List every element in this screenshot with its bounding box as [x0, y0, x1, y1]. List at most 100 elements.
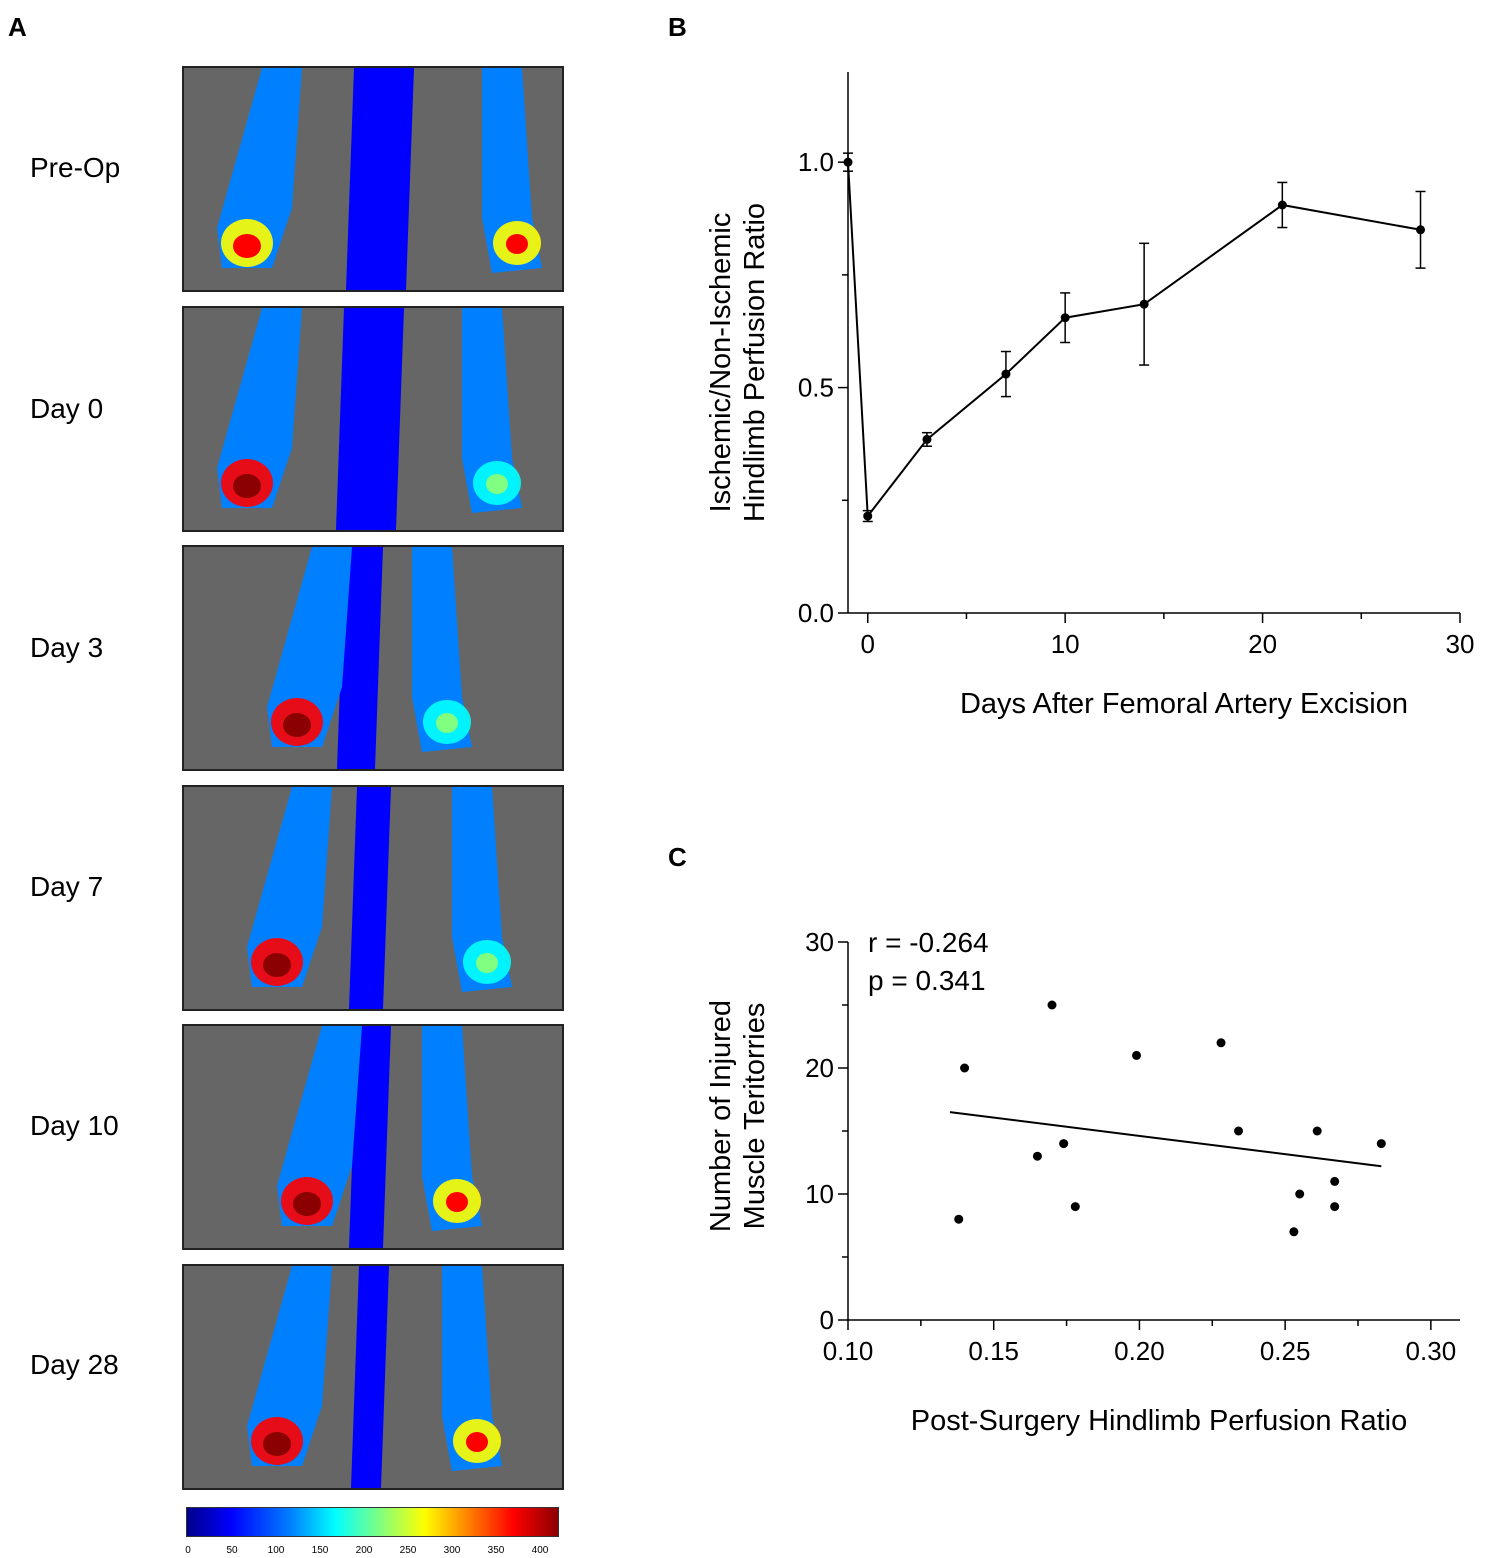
panel-letter-c: C — [668, 842, 687, 873]
y-tick-label: 0.0 — [798, 598, 834, 628]
right-paw-core — [476, 953, 498, 973]
y-tick-label: 20 — [805, 1053, 834, 1083]
data-point — [1001, 370, 1010, 379]
row-label-day3: Day 3 — [30, 632, 103, 664]
injury-correlation-scatter-chart: 0 10 20 30 0.10 0.15 0.20 0.25 0.30 Post-Surgery … — [680, 900, 1490, 1460]
scatter-point — [954, 1215, 963, 1224]
y-axis-label: Number of InjuredMuscle Teritorries — [705, 1000, 771, 1232]
left-paw-core — [233, 234, 261, 258]
x-axis-label: Post-Surgery Hindlimb Perfusion Ratio — [911, 1405, 1407, 1437]
perfusion-image-canvas — [184, 308, 562, 530]
colorbar-tick-label: 0 — [185, 1545, 191, 1556]
series-line — [848, 162, 1421, 516]
scatter-point — [1234, 1127, 1243, 1136]
y-tick-label: 30 — [805, 927, 834, 957]
perfusion-image-canvas — [184, 1266, 562, 1488]
x-tick-label: 0.15 — [968, 1336, 1019, 1366]
data-point — [1416, 225, 1425, 234]
perfusion-image-preop — [182, 66, 564, 292]
y-tick-label: 0.5 — [798, 373, 834, 403]
perfusion-image-day7 — [182, 785, 564, 1011]
right-paw-core — [446, 1192, 468, 1212]
scatter-point — [1295, 1190, 1304, 1199]
data-point — [1061, 313, 1070, 322]
data-point — [1278, 200, 1287, 209]
right-paw-core — [486, 474, 508, 494]
scatter-point — [1217, 1038, 1226, 1047]
x-tick-label: 0 — [861, 629, 875, 659]
data-point — [922, 435, 931, 444]
x-tick-label: 10 — [1051, 629, 1080, 659]
panel-letter-b: B — [668, 12, 687, 43]
colorbar-tick-label: 350 — [488, 1545, 505, 1556]
colorbar-tick-label: 100 — [268, 1545, 285, 1556]
colorbar-tick-label: 300 — [444, 1545, 461, 1556]
colorbar-tick-label: 50 — [226, 1545, 237, 1556]
scatter-point — [1313, 1127, 1322, 1136]
regression-line — [950, 1112, 1381, 1166]
row-label-day7: Day 7 — [30, 871, 103, 903]
perfusion-image-day0 — [182, 306, 564, 532]
left-paw-core — [283, 713, 311, 737]
left-paw-core — [233, 474, 261, 498]
colorbar-tick-label: 400 — [532, 1545, 549, 1556]
correlation-r-annotation: r = -0.264 — [868, 927, 989, 958]
colorbar-tick-label: 250 — [400, 1545, 417, 1556]
panel-letter-a: A — [8, 12, 27, 43]
data-point — [1140, 300, 1149, 309]
left-paw-core — [263, 1432, 291, 1456]
scatter-point — [1048, 1001, 1057, 1010]
scatter-point — [1377, 1139, 1386, 1148]
right-paw-core — [436, 713, 458, 733]
colorbar-tick-label: 150 — [312, 1545, 329, 1556]
x-tick-label: 0.10 — [823, 1336, 874, 1366]
tail-perfusion-shape — [349, 787, 391, 1009]
perfusion-image-day28 — [182, 1264, 564, 1490]
y-axis-label-line: Ischemic/Non-Ischemic — [705, 213, 737, 513]
x-tick-label: 0.20 — [1114, 1336, 1165, 1366]
row-label-day10: Day 10 — [30, 1110, 119, 1142]
row-label-day28: Day 28 — [30, 1349, 119, 1381]
row-label-day0: Day 0 — [30, 393, 103, 425]
scatter-point — [1289, 1227, 1298, 1236]
perfusion-ratio-line-chart: 0.0 0.5 1.0 0 10 20 30 Days After Femoral Arter… — [680, 50, 1490, 740]
colorbar — [186, 1507, 559, 1537]
row-label-preop: Pre-Op — [30, 152, 120, 184]
data-point — [863, 512, 872, 521]
y-axis-label: Ischemic/Non-IschemicHindlimb Perfusion … — [705, 203, 771, 522]
correlation-p-annotation: p = 0.341 — [868, 965, 986, 996]
y-axis-label-line: Hindlimb Perfusion Ratio — [739, 203, 771, 522]
tail-perfusion-shape — [351, 1266, 389, 1488]
perfusion-image-canvas — [184, 68, 562, 290]
y-tick-label: 1.0 — [798, 147, 834, 177]
scatter-point — [1033, 1152, 1042, 1161]
perfusion-image-canvas — [184, 1026, 562, 1248]
perfusion-image-day3 — [182, 545, 564, 771]
y-tick-label: 0 — [820, 1305, 834, 1335]
colorbar-tick-label: 200 — [356, 1545, 373, 1556]
tail-perfusion-shape — [336, 308, 404, 530]
scatter-point — [960, 1064, 969, 1073]
perfusion-image-day10 — [182, 1024, 564, 1250]
x-tick-label: 0.25 — [1260, 1336, 1311, 1366]
x-tick-label: 30 — [1446, 629, 1475, 659]
x-tick-label: 20 — [1248, 629, 1277, 659]
left-paw-core — [263, 953, 291, 977]
scatter-point — [1071, 1202, 1080, 1211]
scatter-point — [1330, 1202, 1339, 1211]
right-paw-core — [506, 234, 528, 254]
scatter-point — [1059, 1139, 1068, 1148]
scatter-point — [1330, 1177, 1339, 1186]
y-axis-label-line: Number of Injured — [705, 1000, 737, 1232]
left-paw-core — [293, 1192, 321, 1216]
x-tick-label: 0.30 — [1406, 1336, 1457, 1366]
right-paw-core — [466, 1432, 488, 1452]
data-point — [844, 158, 853, 167]
scatter-point — [1132, 1051, 1141, 1060]
perfusion-image-canvas — [184, 547, 562, 769]
tail-perfusion-shape — [346, 68, 414, 290]
x-axis-label: Days After Femoral Artery Excision — [960, 688, 1408, 720]
perfusion-image-canvas — [184, 787, 562, 1009]
y-tick-label: 10 — [805, 1179, 834, 1209]
y-axis-label-line: Muscle Teritorries — [739, 1003, 771, 1230]
